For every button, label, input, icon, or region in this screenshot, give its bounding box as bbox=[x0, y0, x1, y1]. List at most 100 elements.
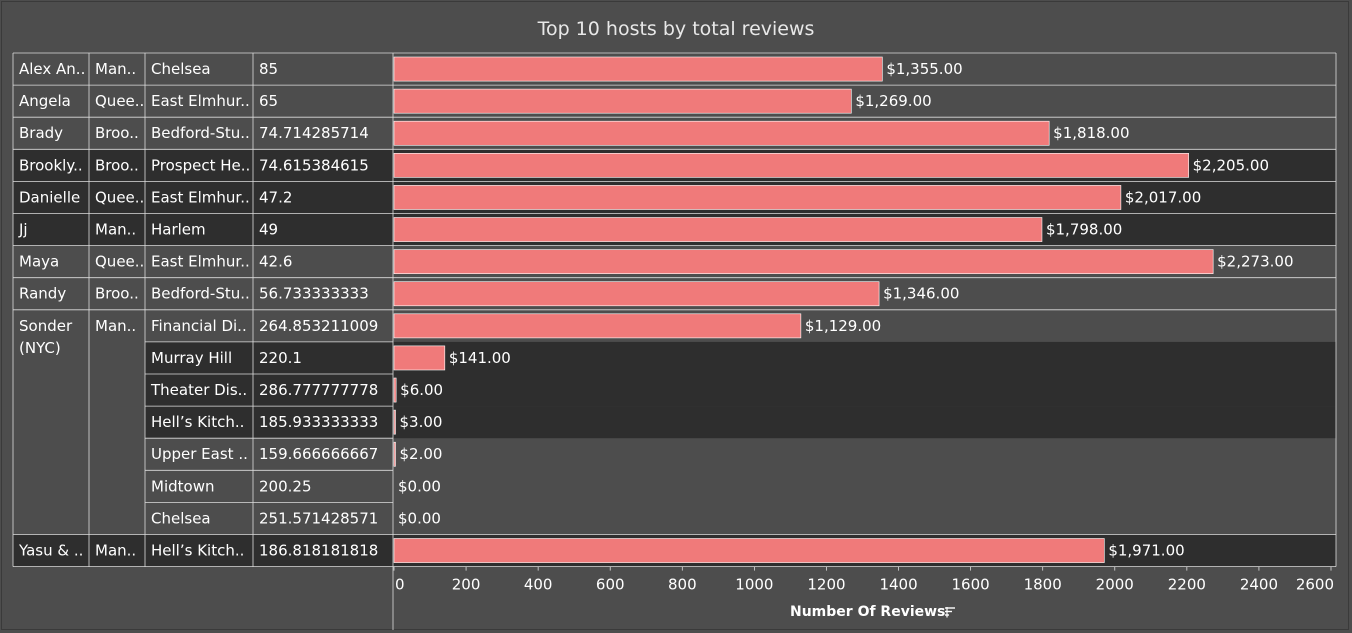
neighbourhood-cell: East Elmhur.. bbox=[151, 92, 250, 110]
avg-price-cell: 286.777777778 bbox=[259, 381, 378, 399]
avg-price-cell: 42.6 bbox=[259, 253, 292, 271]
avg-price-cell: 264.853211009 bbox=[259, 317, 378, 335]
bar bbox=[393, 120, 1050, 146]
neighbourhood-cell: Hell’s Kitch.. bbox=[151, 413, 244, 431]
borough-cell: Quee.. bbox=[95, 188, 144, 206]
bar bbox=[393, 56, 883, 82]
host-cell: Alex An.. bbox=[19, 60, 85, 78]
x-tick-label: 2600 bbox=[1296, 576, 1334, 594]
bar-value-label: $2,205.00 bbox=[1193, 156, 1269, 174]
bar bbox=[393, 249, 1214, 275]
borough-cell: Quee.. bbox=[95, 92, 144, 110]
bar bbox=[393, 185, 1122, 210]
neighbourhood-cell: Hell’s Kitch.. bbox=[151, 542, 244, 560]
x-tick-label: 2400 bbox=[1240, 576, 1278, 594]
x-tick-label: 1200 bbox=[807, 576, 845, 594]
x-tick-label: 800 bbox=[668, 576, 697, 594]
row-band-label bbox=[13, 181, 145, 214]
avg-price-cell: 251.571428571 bbox=[259, 509, 378, 527]
x-axis-title: Number Of Reviews bbox=[790, 604, 946, 620]
borough-cell: Broo.. bbox=[95, 124, 139, 142]
bar-value-label: $1,355.00 bbox=[886, 60, 962, 78]
avg-price-cell: 47.2 bbox=[259, 188, 292, 206]
bar bbox=[393, 153, 1189, 178]
bar bbox=[393, 217, 1043, 242]
bar bbox=[393, 281, 880, 307]
x-tick-label: 0 bbox=[395, 576, 405, 594]
avg-price-cell: 74.615384615 bbox=[259, 156, 369, 174]
borough-cell: Man.. bbox=[95, 221, 136, 239]
host-cell: Angela bbox=[19, 92, 71, 110]
bar-value-label: $2,273.00 bbox=[1217, 253, 1293, 271]
host-cell: Brookly.. bbox=[19, 156, 83, 174]
host-cell: Randy bbox=[19, 285, 66, 303]
bar bbox=[393, 345, 446, 371]
bar-value-label: $3.00 bbox=[400, 413, 443, 431]
avg-price-cell: 65 bbox=[259, 92, 278, 110]
x-tick-label: 1000 bbox=[735, 576, 773, 594]
avg-price-cell: 56.733333333 bbox=[259, 285, 369, 303]
bar-value-label: $141.00 bbox=[449, 349, 511, 367]
bar bbox=[393, 377, 397, 403]
bar-value-label: $1,971.00 bbox=[1108, 542, 1184, 560]
neighbourhood-cell: Financial Di.. bbox=[151, 317, 247, 335]
neighbourhood-cell: Midtown bbox=[151, 477, 214, 495]
avg-price-cell: 159.666666667 bbox=[259, 445, 378, 463]
row-band bbox=[145, 341, 1336, 374]
avg-price-cell: 85 bbox=[259, 60, 278, 78]
bar bbox=[393, 538, 1105, 563]
bar bbox=[393, 88, 852, 114]
bar-value-label: $1,129.00 bbox=[805, 317, 881, 335]
neighbourhood-cell: Theater Dis.. bbox=[150, 381, 247, 399]
neighbourhood-cell: East Elmhur.. bbox=[151, 188, 250, 206]
host-cell: Danielle bbox=[19, 188, 80, 206]
neighbourhood-cell: East Elmhur.. bbox=[151, 253, 250, 271]
bar-value-label: $2,017.00 bbox=[1125, 188, 1201, 206]
neighbourhood-cell: Prospect He.. bbox=[151, 156, 250, 174]
x-tick-label: 1800 bbox=[1024, 576, 1062, 594]
bar bbox=[393, 409, 396, 435]
x-tick-label: 1600 bbox=[952, 576, 990, 594]
x-tick-label: 2200 bbox=[1168, 576, 1206, 594]
neighbourhood-cell: Chelsea bbox=[151, 509, 211, 527]
x-tick-label: 200 bbox=[452, 576, 481, 594]
borough-cell: Man.. bbox=[95, 60, 136, 78]
neighbourhood-cell: Bedford-Stu.. bbox=[151, 285, 250, 303]
avg-price-cell: 200.25 bbox=[259, 477, 312, 495]
borough-cell: Man.. bbox=[95, 542, 136, 560]
host-cell: Brady bbox=[19, 124, 63, 142]
bar-value-label: $0.00 bbox=[398, 477, 441, 495]
bar-value-label: $1,269.00 bbox=[855, 92, 931, 110]
host-cell: Sonder bbox=[19, 317, 73, 335]
neighbourhood-cell: Harlem bbox=[151, 221, 206, 239]
bar-value-label: $1,798.00 bbox=[1046, 221, 1122, 239]
x-tick-label: 2000 bbox=[1096, 576, 1134, 594]
avg-price-cell: 49 bbox=[259, 221, 278, 239]
bar bbox=[393, 441, 396, 467]
x-tick-label: 400 bbox=[524, 576, 553, 594]
host-cell-line2: (NYC) bbox=[19, 339, 61, 357]
borough-cell: Broo.. bbox=[95, 156, 139, 174]
bar-value-label: $0.00 bbox=[398, 509, 441, 527]
bar-value-label: $1,346.00 bbox=[883, 285, 959, 303]
bar bbox=[393, 313, 802, 339]
host-cell: Maya bbox=[19, 253, 59, 271]
avg-price-cell: 220.1 bbox=[259, 349, 302, 367]
sort-descending-icon[interactable] bbox=[944, 606, 956, 618]
neighbourhood-cell: Murray Hill bbox=[151, 349, 232, 367]
neighbourhood-cell: Chelsea bbox=[151, 60, 211, 78]
bar-value-label: $6.00 bbox=[400, 381, 443, 399]
x-tick-label: 600 bbox=[596, 576, 625, 594]
neighbourhood-cell: Bedford-Stu.. bbox=[151, 124, 250, 142]
borough-cell: Quee.. bbox=[95, 253, 144, 271]
chart-title: Top 10 hosts by total reviews bbox=[537, 18, 815, 40]
borough-cell: Broo.. bbox=[95, 285, 139, 303]
row-band-label bbox=[13, 149, 145, 182]
bar-value-label: $2.00 bbox=[400, 445, 443, 463]
bar-value-label: $1,818.00 bbox=[1053, 124, 1129, 142]
row-band bbox=[145, 406, 1336, 439]
row-band-label bbox=[13, 213, 145, 246]
borough-cell: Man.. bbox=[95, 317, 136, 335]
